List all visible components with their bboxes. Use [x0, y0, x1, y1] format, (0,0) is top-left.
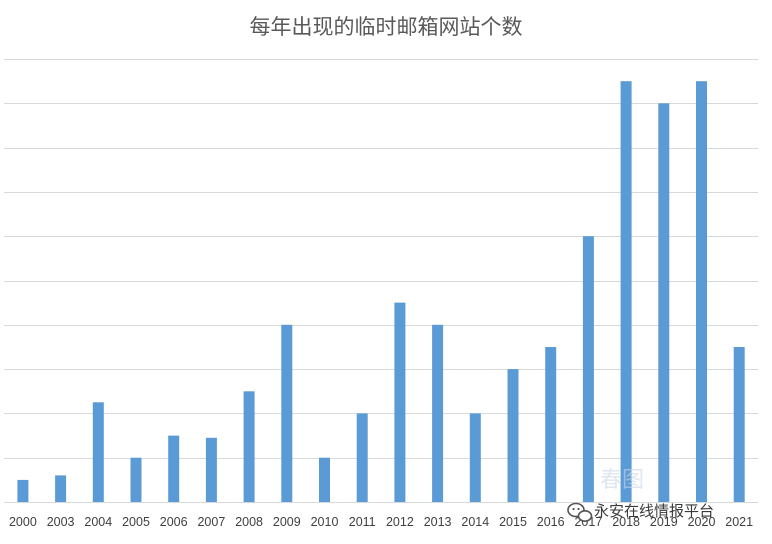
- bar-2021: [733, 347, 745, 502]
- wechat-icon: [567, 502, 593, 522]
- chart-title: 每年出现的临时邮箱网站个数: [250, 15, 523, 39]
- x-tick-label-2019: 2019: [650, 515, 678, 529]
- bar-2011: [356, 413, 368, 502]
- bar-2014: [469, 413, 481, 502]
- bar-series: [17, 81, 745, 503]
- bar-2012: [394, 302, 406, 502]
- x-tick-label-2000: 2000: [9, 515, 37, 529]
- bar-2008: [243, 391, 255, 503]
- bar-2005: [130, 457, 142, 502]
- x-tick-label-2011: 2011: [349, 515, 376, 529]
- bar-2020: [696, 81, 707, 502]
- bar-2000: [17, 479, 29, 502]
- bar-2018: [620, 81, 632, 502]
- watermark: 春图 永安在线情报平台: [567, 468, 714, 522]
- gridlines: [4, 59, 758, 503]
- x-tick-label-2004: 2004: [84, 515, 112, 529]
- x-tick-label-2009: 2009: [273, 515, 301, 529]
- x-tick-label-2005: 2005: [122, 515, 150, 529]
- watermark-faint-logo-text: 春图: [600, 468, 644, 493]
- x-tick-label-2015: 2015: [499, 515, 527, 529]
- watermark-text: 永安在线情报平台: [594, 502, 714, 520]
- x-tick-label-2013: 2013: [424, 515, 452, 529]
- x-tick-label-2012: 2012: [386, 515, 414, 529]
- x-tick-label-2016: 2016: [537, 515, 565, 529]
- x-tick-label-2014: 2014: [461, 515, 489, 529]
- bar-2015: [507, 369, 519, 502]
- bar-2013: [432, 324, 444, 502]
- x-tick-label-2018: 2018: [612, 515, 640, 529]
- bar-2003: [55, 475, 67, 502]
- bar-2006: [168, 435, 180, 502]
- bar-2009: [281, 324, 293, 502]
- x-tick-label-2003: 2003: [47, 515, 75, 529]
- bar-2017: [582, 236, 594, 502]
- x-tick-label-2010: 2010: [311, 515, 339, 529]
- bar-2004: [92, 402, 104, 502]
- bar-2007: [205, 437, 217, 502]
- x-tick-label-2007: 2007: [197, 515, 225, 529]
- x-tick-label-2006: 2006: [160, 515, 188, 529]
- x-tick-label-2020: 2020: [688, 515, 716, 529]
- bar-2016: [545, 347, 557, 502]
- x-tick-label-2008: 2008: [235, 515, 263, 529]
- x-tick-label-2021: 2021: [725, 515, 753, 529]
- bar-2010: [319, 457, 330, 502]
- x-axis-tick-labels: 2000 2003 2004 2005 2006 2007 2008 2009 2010 2011…: [9, 515, 753, 529]
- bar-2019: [658, 103, 670, 503]
